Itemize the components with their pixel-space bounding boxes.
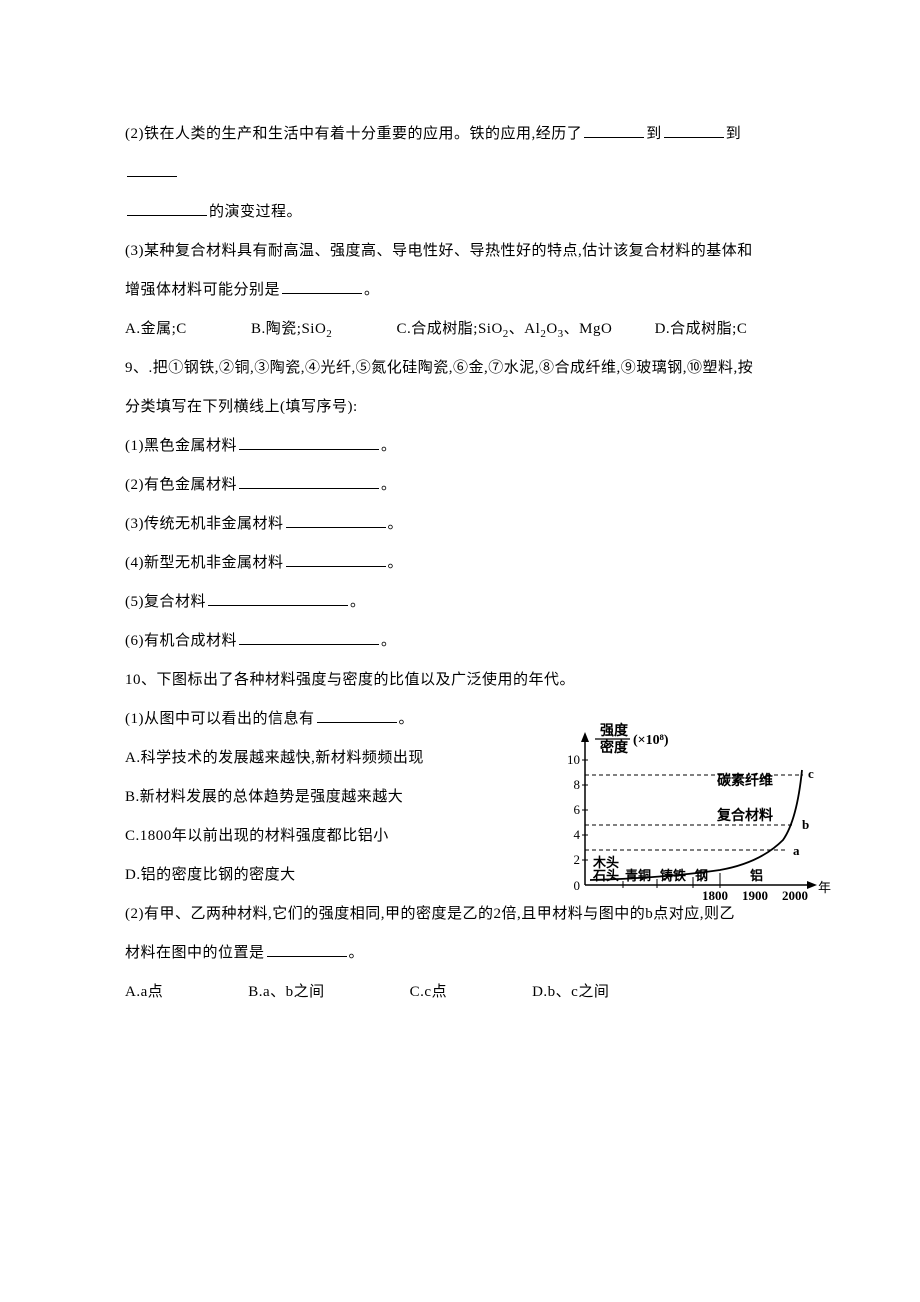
blank (267, 939, 347, 957)
document-content: (2)铁在人类的生产和生活中有着十分重要的应用。铁的应用,经历了 到 到 的演变过程… (125, 115, 795, 1012)
text: 材料在图中的位置是 (125, 945, 265, 961)
text: 。 (381, 438, 397, 454)
blank (239, 432, 379, 450)
svg-text:(×10⁸): (×10⁸) (633, 733, 669, 748)
svg-text:10: 10 (567, 752, 580, 767)
option-a: A.金属;C (125, 321, 187, 337)
blank (317, 705, 397, 723)
q10-opta: A.科学技术的发展越来越快,新材料频频出现 (125, 739, 514, 778)
svg-text:钢: 钢 (695, 868, 708, 883)
option-b: B.a、b之间 (248, 973, 324, 1012)
blank (127, 159, 177, 177)
q10-chart: 0 2 4 6 8 10 1800 1900 2000 (545, 720, 835, 900)
text: 。 (381, 633, 397, 649)
text: (2)有色金属材料 (125, 477, 237, 493)
q8-part2-cont: 的演变过程。 (125, 193, 795, 232)
text: 、Al (509, 321, 541, 337)
blank (239, 471, 379, 489)
text: (3)传统无机非金属材料 (125, 516, 284, 532)
text: 、MgO (564, 321, 613, 337)
svg-text:密度: 密度 (599, 739, 629, 756)
svg-text:6: 6 (574, 802, 581, 817)
option-a: A.a点 (125, 973, 163, 1012)
subscript: 2 (326, 328, 332, 340)
svg-text:a: a (793, 843, 800, 858)
text: (2)铁在人类的生产和生活中有着十分重要的应用。铁的应用,经历了 (125, 126, 582, 142)
q9-intro-a: 9、.把①钢铁,②铜,③陶瓷,④光纤,⑤氮化硅陶瓷,⑥金,⑦水泥,⑧合成纤维,⑨… (125, 349, 795, 388)
option-d: D.合成树脂;C (655, 321, 748, 337)
text: O (546, 321, 557, 337)
svg-text:8: 8 (574, 777, 581, 792)
q10-container: (1)从图中可以看出的信息有 。 A.科学技术的发展越来越快,新材料频频出现 B.… (125, 700, 795, 895)
text: (1)黑色金属材料 (125, 438, 237, 454)
svg-text:青铜: 青铜 (625, 868, 651, 883)
q8-part3-b: 增强体材料可能分别是 。 (125, 271, 795, 310)
svg-text:铝: 铝 (750, 868, 763, 883)
option-c: C.c点 (410, 973, 447, 1012)
svg-text:铸铁: 铸铁 (660, 868, 686, 883)
q9-p1: (1)黑色金属材料 。 (125, 427, 795, 466)
chart-svg: 0 2 4 6 8 10 1800 1900 2000 (545, 720, 835, 908)
q10-p2-b: 材料在图中的位置是 。 (125, 934, 795, 973)
text: B.陶瓷;SiO (251, 321, 326, 337)
q9-p5: (5)复合材料 。 (125, 583, 795, 622)
text: C.合成树脂;SiO (397, 321, 503, 337)
blank (282, 276, 362, 294)
blank (127, 198, 207, 216)
text: (4)新型无机非金属材料 (125, 555, 284, 571)
svg-text:b: b (802, 817, 809, 832)
text: 。 (350, 594, 366, 610)
svg-text:4: 4 (574, 827, 581, 842)
q9-intro-b: 分类填写在下列横线上(填写序号): (125, 388, 795, 427)
text: 到 (726, 126, 742, 142)
text: (6)有机合成材料 (125, 633, 237, 649)
svg-text:复合材料: 复合材料 (716, 807, 773, 824)
text: 到 (646, 126, 662, 142)
svg-text:强度: 强度 (600, 722, 629, 739)
q9-p4: (4)新型无机非金属材料 。 (125, 544, 795, 583)
text: 。 (364, 282, 380, 298)
q9-p2: (2)有色金属材料 。 (125, 466, 795, 505)
svg-text:2: 2 (574, 852, 581, 867)
q10-intro: 10、下图标出了各种材料强度与密度的比值以及广泛使用的年代。 (125, 661, 795, 700)
blank (239, 627, 379, 645)
blank (286, 549, 386, 567)
q10-optb: B.新材料发展的总体趋势是强度越来越大 (125, 778, 514, 817)
blank (584, 120, 644, 138)
q8-options: A.金属;C B.陶瓷;SiO2 C.合成树脂;SiO2、Al2O3、MgO D… (125, 310, 795, 349)
q10-p1: (1)从图中可以看出的信息有 。 (125, 700, 514, 739)
svg-text:年: 年 (818, 880, 831, 895)
svg-text:c: c (808, 766, 814, 781)
q9-p6: (6)有机合成材料 。 (125, 622, 795, 661)
svg-text:2000: 2000 (782, 888, 808, 903)
svg-text:0: 0 (574, 878, 581, 893)
text: 的演变过程。 (209, 204, 302, 220)
text: 增强体材料可能分别是 (125, 282, 280, 298)
blank (286, 510, 386, 528)
svg-text:石头: 石头 (592, 868, 619, 883)
svg-text:碳素纤维: 碳素纤维 (717, 772, 773, 789)
option-b: B.陶瓷;SiO2 (251, 321, 332, 337)
svg-text:1900: 1900 (742, 888, 768, 903)
text: (5)复合材料 (125, 594, 206, 610)
q10-text-block: (1)从图中可以看出的信息有 。 A.科学技术的发展越来越快,新材料频频出现 B.… (125, 700, 514, 895)
text: (1)从图中可以看出的信息有 (125, 711, 315, 727)
text: 。 (381, 477, 397, 493)
q8-part3-a: (3)某种复合材料具有耐高温、强度高、导电性好、导热性好的特点,估计该复合材料的… (125, 232, 795, 271)
svg-text:1800: 1800 (702, 888, 728, 903)
blank (664, 120, 724, 138)
text: 。 (399, 711, 415, 727)
text: 。 (349, 945, 365, 961)
q8-part2: (2)铁在人类的生产和生活中有着十分重要的应用。铁的应用,经历了 到 到 (125, 115, 795, 193)
blank (208, 588, 348, 606)
option-d: D.b、c之间 (532, 973, 609, 1012)
text: 。 (388, 516, 404, 532)
q9-p3: (3)传统无机非金属材料 。 (125, 505, 795, 544)
q10-options: A.a点 B.a、b之间 C.c点 D.b、c之间 (125, 973, 795, 1012)
text: 。 (388, 555, 404, 571)
q10-optc: C.1800年以前出现的材料强度都比铝小 (125, 817, 514, 856)
option-c: C.合成树脂;SiO2、Al2O3、MgO (397, 321, 613, 337)
q10-optd: D.铝的密度比钢的密度大 (125, 856, 514, 895)
